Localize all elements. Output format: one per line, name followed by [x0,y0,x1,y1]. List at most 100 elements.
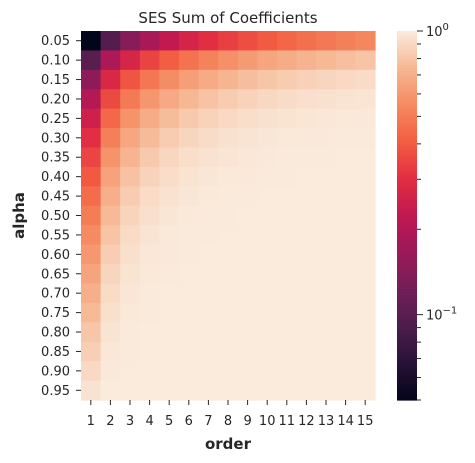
heatmap-cell [179,166,200,187]
heatmap-cell [139,322,160,343]
colorbar-segment [397,77,417,81]
heatmap-cell [159,322,180,343]
y-tick-label: 0.65 [41,267,70,282]
colorbar-segment [397,316,417,321]
colorbar-segment [397,141,417,146]
heatmap-cell [237,108,258,129]
heatmap-cell [139,50,160,71]
heatmap-cell [81,361,102,382]
chart-title: SES Sum of Coefficients [138,9,317,27]
colorbar-segment [397,110,417,115]
colorbar-segment [397,193,417,198]
heatmap-cell [218,341,239,362]
heatmap-cell [179,205,200,226]
heatmap-cell [100,244,121,265]
heatmap-cell [198,166,219,187]
heatmap-cell [159,89,180,110]
heatmap-cell [335,225,356,246]
heatmap-cell [277,380,298,401]
heatmap-cell [100,69,121,90]
heatmap-cell [139,244,160,265]
heatmap-cell [218,205,239,226]
colorbar-segment [397,335,417,340]
heatmap-cell [355,283,376,304]
heatmap-cell [335,108,356,129]
heatmap-cell [277,205,298,226]
heatmap-cell [355,225,376,246]
heatmap-cell [335,341,356,362]
heatmap-cell [100,322,121,343]
heatmap-cell [198,186,219,207]
heatmap-cell [277,361,298,382]
heatmap-cell [100,166,121,187]
heatmap-cell [198,264,219,285]
heatmap-cell [237,225,258,246]
colorbar-segment [397,46,417,51]
heatmap-cell [120,50,141,71]
heatmap-cell [139,205,160,226]
y-tick-label: 0.70 [41,287,70,302]
heatmap-cell [218,322,239,343]
heatmap-cell [81,341,102,362]
colorbar-segment [397,295,417,300]
heatmap-cell [100,147,121,168]
heatmap-cell [120,380,141,401]
y-tick-label: 0.90 [41,364,70,379]
heatmap-cell [139,341,160,362]
x-tick-label: 13 [318,414,335,429]
heatmap-cell [277,89,298,110]
heatmap-cell [257,147,278,168]
colorbar-segment [397,323,417,327]
heatmap-cell [81,166,102,187]
heatmap-cell [218,186,239,207]
x-tick-label: 8 [224,414,232,429]
heatmap-cell [335,244,356,265]
colorbar-segment [397,280,417,284]
y-tick-label: 0.55 [41,228,70,243]
heatmap-cell [81,147,102,168]
heatmap-cell [296,50,317,71]
heatmap-cell [198,205,219,226]
heatmap-cell [139,283,160,304]
x-axis-label: order [205,435,252,453]
x-tick-label: 9 [243,414,251,429]
heatmap-cell [316,225,337,246]
heatmap-cell [159,244,180,265]
colorbar-segment [397,283,417,287]
heatmap-cell [335,186,356,207]
colorbar-segment [397,120,417,124]
heatmap-cell [81,128,102,149]
heatmap-cell [139,380,160,401]
heatmap-cell [257,341,278,362]
heatmap-cell [218,302,239,323]
colorbar-segment [397,126,417,131]
heatmap-cell [316,341,337,362]
heatmap-cell [139,147,160,168]
heatmap-cell [100,50,121,71]
heatmap-cell [179,89,200,110]
colorbar-segment [397,212,417,217]
heatmap-cell [237,244,258,265]
colorbar-segment [397,178,417,183]
heatmap-cell [81,244,102,265]
heatmap-cell [139,225,160,246]
heatmap-cell [355,322,376,343]
heatmap-cell [120,244,141,265]
y-tick-label: 0.25 [41,112,70,127]
heatmap-cell [159,31,180,52]
colorbar-segment [397,138,417,143]
heatmap-cell [179,69,200,90]
heatmap-cell [100,264,121,285]
heatmap-cell [120,225,141,246]
colorbar-segment [397,123,417,127]
colorbar-segment [397,224,417,229]
heatmap-cell [296,69,317,90]
heatmap-cell [120,361,141,382]
colorbar-segment [397,277,417,281]
colorbar-segment [397,298,417,303]
colorbar-segment [397,313,417,318]
heatmap-cell [179,108,200,129]
colorbar-segment [397,396,417,401]
heatmap-cell [237,302,258,323]
colorbar-segment [397,40,417,44]
